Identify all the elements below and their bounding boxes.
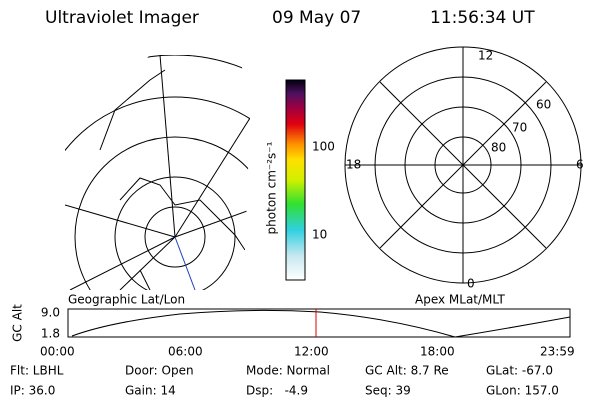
polar-label: 0 bbox=[467, 277, 475, 291]
altitude-plot bbox=[67, 308, 571, 338]
info-field: GLat: -67.0 bbox=[486, 364, 553, 378]
info: Flt: LBHL Door: Open Mode: Normal GC Alt: 8… bbox=[10, 364, 559, 398]
polar-label: 12 bbox=[478, 49, 493, 63]
map bbox=[65, 55, 250, 290]
info-field: Door: Open bbox=[125, 364, 194, 378]
polar-label: 60 bbox=[536, 98, 551, 112]
time-label: 23:59 bbox=[540, 345, 575, 359]
info-field: IP: 36.0 bbox=[10, 384, 55, 398]
colorbar-label: photon cm⁻²s⁻¹ bbox=[265, 141, 279, 234]
polar-grid bbox=[344, 46, 582, 284]
info-field: Flt: LBHL bbox=[10, 364, 64, 378]
altitude-tick: 9.0 bbox=[41, 306, 60, 320]
polar-label: 18 bbox=[346, 158, 361, 172]
info-field: GC Alt: 8.7 Re bbox=[365, 364, 449, 378]
time-label: 06:00 bbox=[168, 345, 203, 359]
altitude-tick: 1.8 bbox=[41, 327, 60, 341]
polar-label: 80 bbox=[491, 141, 506, 155]
time-label: 00:00 bbox=[40, 345, 75, 359]
info-field: Dsp: -4.9 bbox=[246, 384, 308, 398]
altitude-label: GC Alt bbox=[11, 304, 25, 342]
info-field: Gain: 14 bbox=[125, 384, 176, 398]
date: 09 May 07 bbox=[272, 8, 361, 28]
colorbar-tick: 100 bbox=[312, 140, 335, 154]
colorbar bbox=[285, 79, 306, 281]
colorbar-tick: 10 bbox=[312, 228, 327, 242]
altitude-curve bbox=[71, 309, 571, 338]
info-field: Mode: Normal bbox=[246, 364, 330, 378]
polar-label: 6 bbox=[576, 158, 584, 172]
time-label: 12:00 bbox=[294, 345, 329, 359]
time-label: 18:00 bbox=[420, 345, 455, 359]
panel-title: Geographic Lat/Lon bbox=[68, 293, 185, 307]
info-field: GLon: 157.0 bbox=[486, 384, 559, 398]
time-axis: 00:00 06:00 12:00 18:00 23:59 bbox=[40, 345, 575, 359]
panel-title: Apex MLat/MLT bbox=[415, 293, 505, 307]
info-field: Seq: 39 bbox=[365, 384, 411, 398]
time: 11:56:34 UT bbox=[430, 8, 535, 28]
polar-label: 70 bbox=[512, 121, 527, 135]
title: Ultraviolet Imager bbox=[45, 8, 199, 28]
